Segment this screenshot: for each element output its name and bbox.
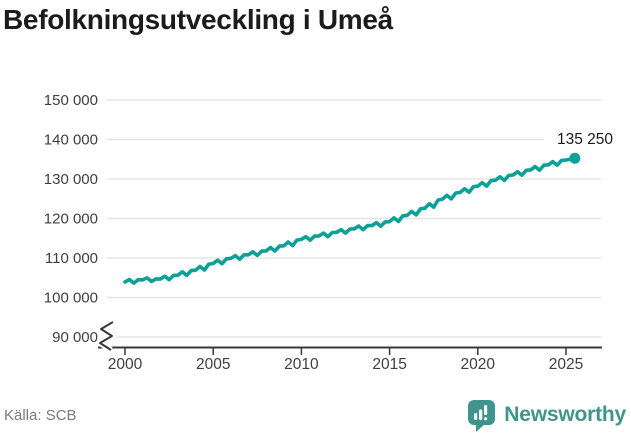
newsworthy-wordmark: Newsworthy [504, 403, 626, 426]
latest-value-annotation: 135 250 [544, 127, 615, 149]
annotation-backplate [544, 127, 615, 149]
gridlines [107, 99, 601, 338]
x-axis-labels: 2000 2005 2010 2015 2020 2025 [108, 356, 583, 373]
chart-footer: Källa: SCB Newsworthy [0, 397, 631, 439]
population-series [123, 152, 581, 285]
x-tick-label: 2005 [196, 356, 230, 373]
axis-break-icon [94, 319, 118, 353]
y-axis-labels: 150 000 140 000 130 000 120 000 110 000 100 0… [44, 92, 98, 346]
population-line [123, 156, 577, 285]
y-tick-label: 120 000 [44, 211, 98, 228]
bar-chart-speech-bubble-icon [468, 399, 496, 432]
chart-title: Befolkningsutveckling i Umeå [3, 4, 393, 35]
y-tick-label: 110 000 [45, 250, 98, 267]
x-tick-label: 2020 [461, 356, 496, 373]
x-tick-label: 2015 [372, 356, 406, 373]
y-tick-label: 130 000 [44, 171, 98, 188]
newsworthy-logo: Newsworthy [467, 399, 626, 432]
x-axis-ticks [124, 348, 567, 355]
latest-value-label: 135 250 [557, 131, 613, 148]
x-tick-label: 2000 [108, 356, 143, 373]
x-tick-label: 2025 [549, 356, 583, 373]
y-tick-label: 100 000 [44, 290, 98, 307]
latest-value-dot [569, 152, 581, 164]
source-label: Källa: SCB [4, 406, 77, 424]
y-tick-label: 90 000 [52, 329, 98, 346]
x-tick-label: 2010 [284, 356, 319, 373]
y-tick-label: 140 000 [44, 132, 98, 149]
y-tick-label: 150 000 [44, 92, 98, 109]
